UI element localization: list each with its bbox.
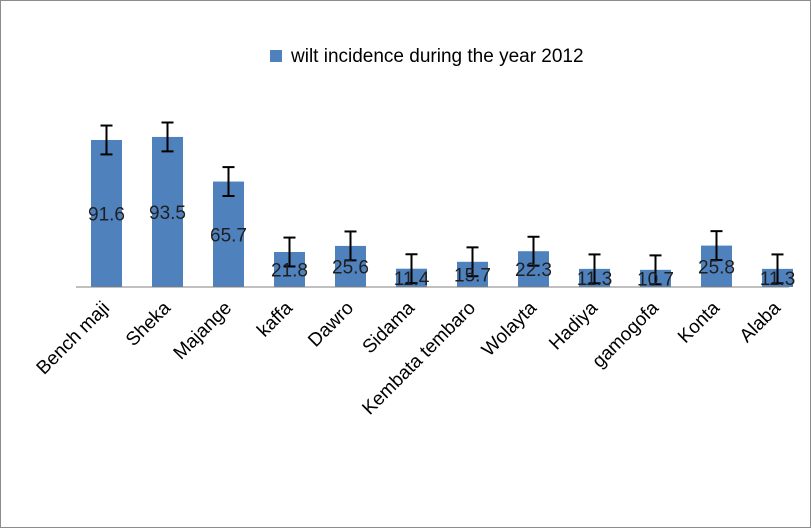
category-label-2: Majange <box>170 298 236 364</box>
category-label-8: Hadiya <box>545 297 602 354</box>
data-label-8: 11.3 <box>577 269 613 290</box>
bar-0 <box>91 139 122 287</box>
error-bar-4 <box>344 230 357 262</box>
category-label-3: kaffa <box>253 297 297 341</box>
data-labels-group: 91.6 93.5 65.7 21.8 25.6 11.4 15.7 22.3 11.3 10.7… <box>88 203 795 290</box>
data-label-0: 91.6 <box>88 204 125 225</box>
error-bar-1 <box>161 121 174 153</box>
error-bar-3 <box>283 236 296 268</box>
error-bar-8 <box>588 253 601 285</box>
error-bar-7 <box>527 235 540 267</box>
data-label-2: 65.7 <box>210 225 247 246</box>
error-bar-0 <box>100 124 113 156</box>
category-label-5: Sidama <box>359 297 420 358</box>
legend: wilt incidence during the year 2012 <box>270 46 584 67</box>
error-bar-2 <box>222 166 235 197</box>
data-label-6: 15.7 <box>454 265 491 286</box>
data-label-11: 11.3 <box>760 269 796 290</box>
error-bar-9 <box>649 254 662 286</box>
category-label-10: Konta <box>674 297 724 347</box>
category-label-11: Alaba <box>736 297 786 347</box>
category-label-0: Bench maji <box>33 298 114 379</box>
data-label-4: 25.6 <box>332 257 369 278</box>
error-bar-10 <box>710 230 723 262</box>
category-label-1: Sheka <box>122 297 175 350</box>
error-bar-5 <box>405 253 418 285</box>
data-label-3: 21.8 <box>271 261 308 282</box>
data-label-9: 10.7 <box>637 269 674 290</box>
error-bar-6 <box>466 246 479 278</box>
data-label-1: 93.5 <box>149 203 186 224</box>
error-bar-11 <box>771 253 784 285</box>
bars-group <box>91 136 793 287</box>
category-label-9: gamogofa <box>588 297 663 372</box>
bar-2 <box>213 181 244 287</box>
data-label-5: 11.4 <box>394 269 430 290</box>
legend-entry: wilt incidence during the year 2012 <box>290 46 584 67</box>
category-label-6: Kembata tembaro <box>358 298 480 420</box>
category-label-4: Dawro <box>304 298 358 352</box>
legend-swatch <box>270 50 282 62</box>
bar-1 <box>152 136 183 287</box>
data-label-7: 22.3 <box>515 260 552 281</box>
data-label-10: 25.8 <box>698 257 735 278</box>
category-label-7: Wolayta <box>478 297 541 360</box>
error-bars-group <box>100 121 784 286</box>
